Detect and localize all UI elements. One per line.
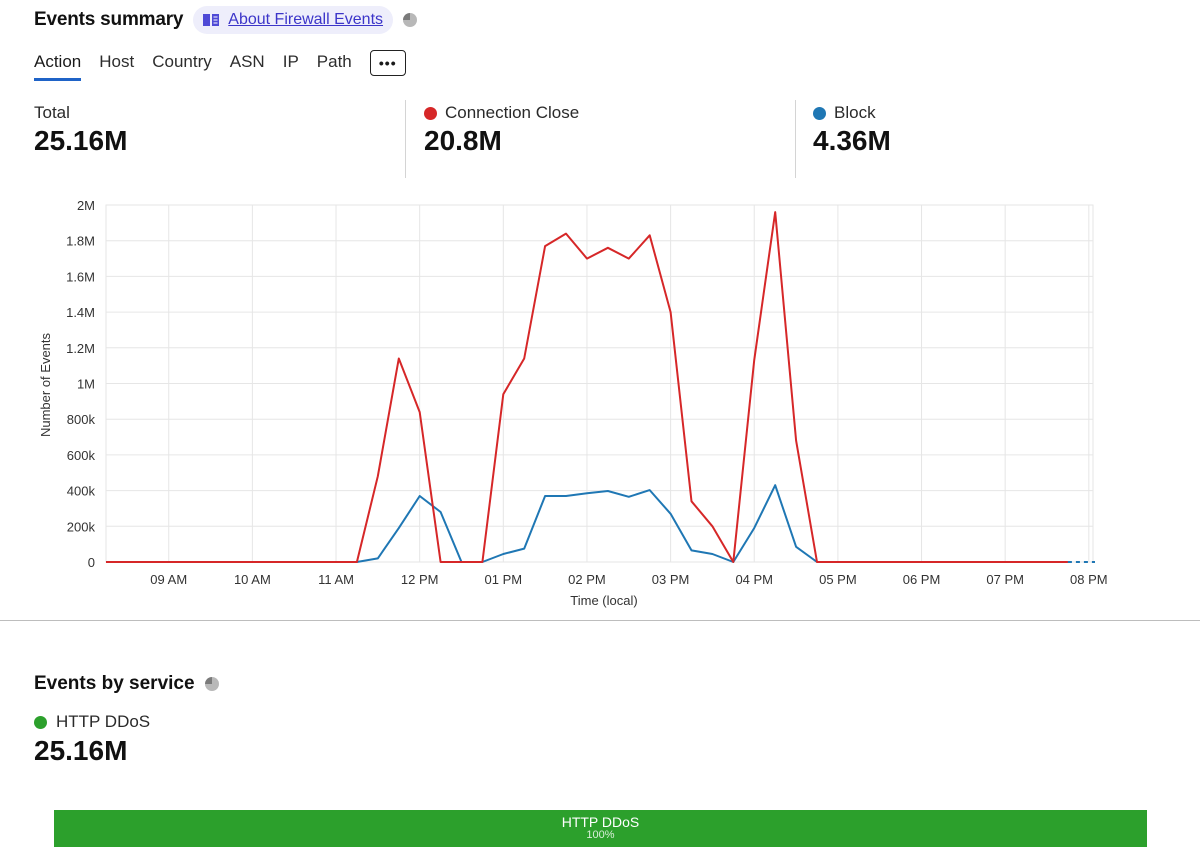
events-by-service-title: Events by service	[34, 673, 195, 694]
events-summary-header: Events summary About Firewall Events	[34, 6, 418, 34]
connection-close-legend-dot	[424, 106, 437, 120]
metric-divider	[795, 100, 796, 178]
about-firewall-events-link-pill[interactable]: About Firewall Events	[193, 6, 394, 34]
tab-host[interactable]: Host	[99, 52, 135, 71]
sampling-pie-icon[interactable]	[204, 677, 219, 691]
y-tick-label: 800k	[67, 412, 96, 427]
x-tick-label: 11 AM	[318, 572, 354, 587]
group-by-tabs: Action Host Country ASN IP Path •••	[34, 50, 406, 81]
sampling-pie-icon[interactable]	[403, 13, 418, 27]
http-ddos-legend-dot	[34, 715, 47, 729]
metric-total-label: Total	[34, 103, 70, 122]
y-tick-label: 200k	[67, 519, 96, 534]
events-summary-title: Events summary	[34, 9, 184, 30]
tab-path[interactable]: Path	[316, 52, 352, 71]
y-tick-label: 1.6M	[66, 269, 95, 284]
events-timeseries-chart[interactable]: 0 200k 400k 600k 800k 1M 1.2M 1.4M 1.6M 1.8M 2M 09 …	[0, 190, 1200, 615]
x-tick-label: 05 PM	[819, 572, 857, 587]
section-divider	[0, 620, 1200, 621]
service-share-bar[interactable]: HTTP DDoS 100%	[54, 810, 1147, 847]
metric-block-value: 4.36M	[813, 125, 891, 156]
metric-block-label: Block	[834, 103, 876, 122]
y-axis-title: Number of Events	[38, 332, 53, 437]
x-tick-label: 10 AM	[234, 572, 271, 587]
x-tick-label: 02 PM	[568, 572, 606, 587]
metric-connection-close-value: 20.8M	[424, 125, 502, 156]
x-tick-label: 06 PM	[903, 572, 941, 587]
service-bar-label: HTTP DDoS	[561, 814, 640, 830]
x-axis-title: Time (local)	[570, 593, 637, 608]
y-tick-label: 2M	[77, 198, 95, 213]
service-total-value: 25.16M	[34, 735, 128, 766]
tab-ip[interactable]: IP	[282, 52, 299, 71]
metric-total-value: 25.16M	[34, 125, 128, 156]
events-by-service-header: Events by service	[34, 673, 219, 695]
y-tick-label: 400k	[67, 484, 96, 499]
y-tick-label: 600k	[67, 448, 96, 463]
block-legend-dot	[813, 106, 826, 120]
x-tick-label: 12 PM	[401, 572, 439, 587]
tab-action[interactable]: Action	[34, 52, 82, 81]
service-legend-label: HTTP DDoS	[56, 712, 151, 731]
tab-country[interactable]: Country	[152, 52, 212, 71]
x-tick-label: 07 PM	[986, 572, 1024, 587]
service-legend-item[interactable]: HTTP DDoS	[34, 712, 150, 732]
about-firewall-events-link[interactable]: About Firewall Events	[228, 11, 384, 28]
x-tick-label: 04 PM	[735, 572, 773, 587]
book-icon	[203, 14, 220, 26]
x-tick-label: 08 PM	[1070, 572, 1108, 587]
y-tick-label: 1.2M	[66, 341, 95, 356]
metric-total: Total 25.16M	[34, 103, 127, 157]
y-tick-label: 0	[88, 555, 95, 570]
metric-connection-close-label: Connection Close	[445, 103, 580, 122]
x-tick-label: 01 PM	[485, 572, 523, 587]
more-tabs-button[interactable]: •••	[369, 50, 406, 76]
y-tick-label: 1.4M	[66, 305, 95, 320]
metric-divider	[405, 100, 406, 178]
metric-connection-close[interactable]: Connection Close 20.8M	[424, 103, 579, 157]
y-tick-label: 1.8M	[66, 234, 95, 249]
x-tick-label: 09 AM	[150, 572, 187, 587]
metric-block[interactable]: Block 4.36M	[813, 103, 891, 157]
service-bar-percent: 100%	[586, 829, 615, 841]
x-tick-label: 03 PM	[652, 572, 690, 587]
tab-asn[interactable]: ASN	[229, 52, 265, 71]
y-tick-label: 1M	[77, 377, 95, 392]
